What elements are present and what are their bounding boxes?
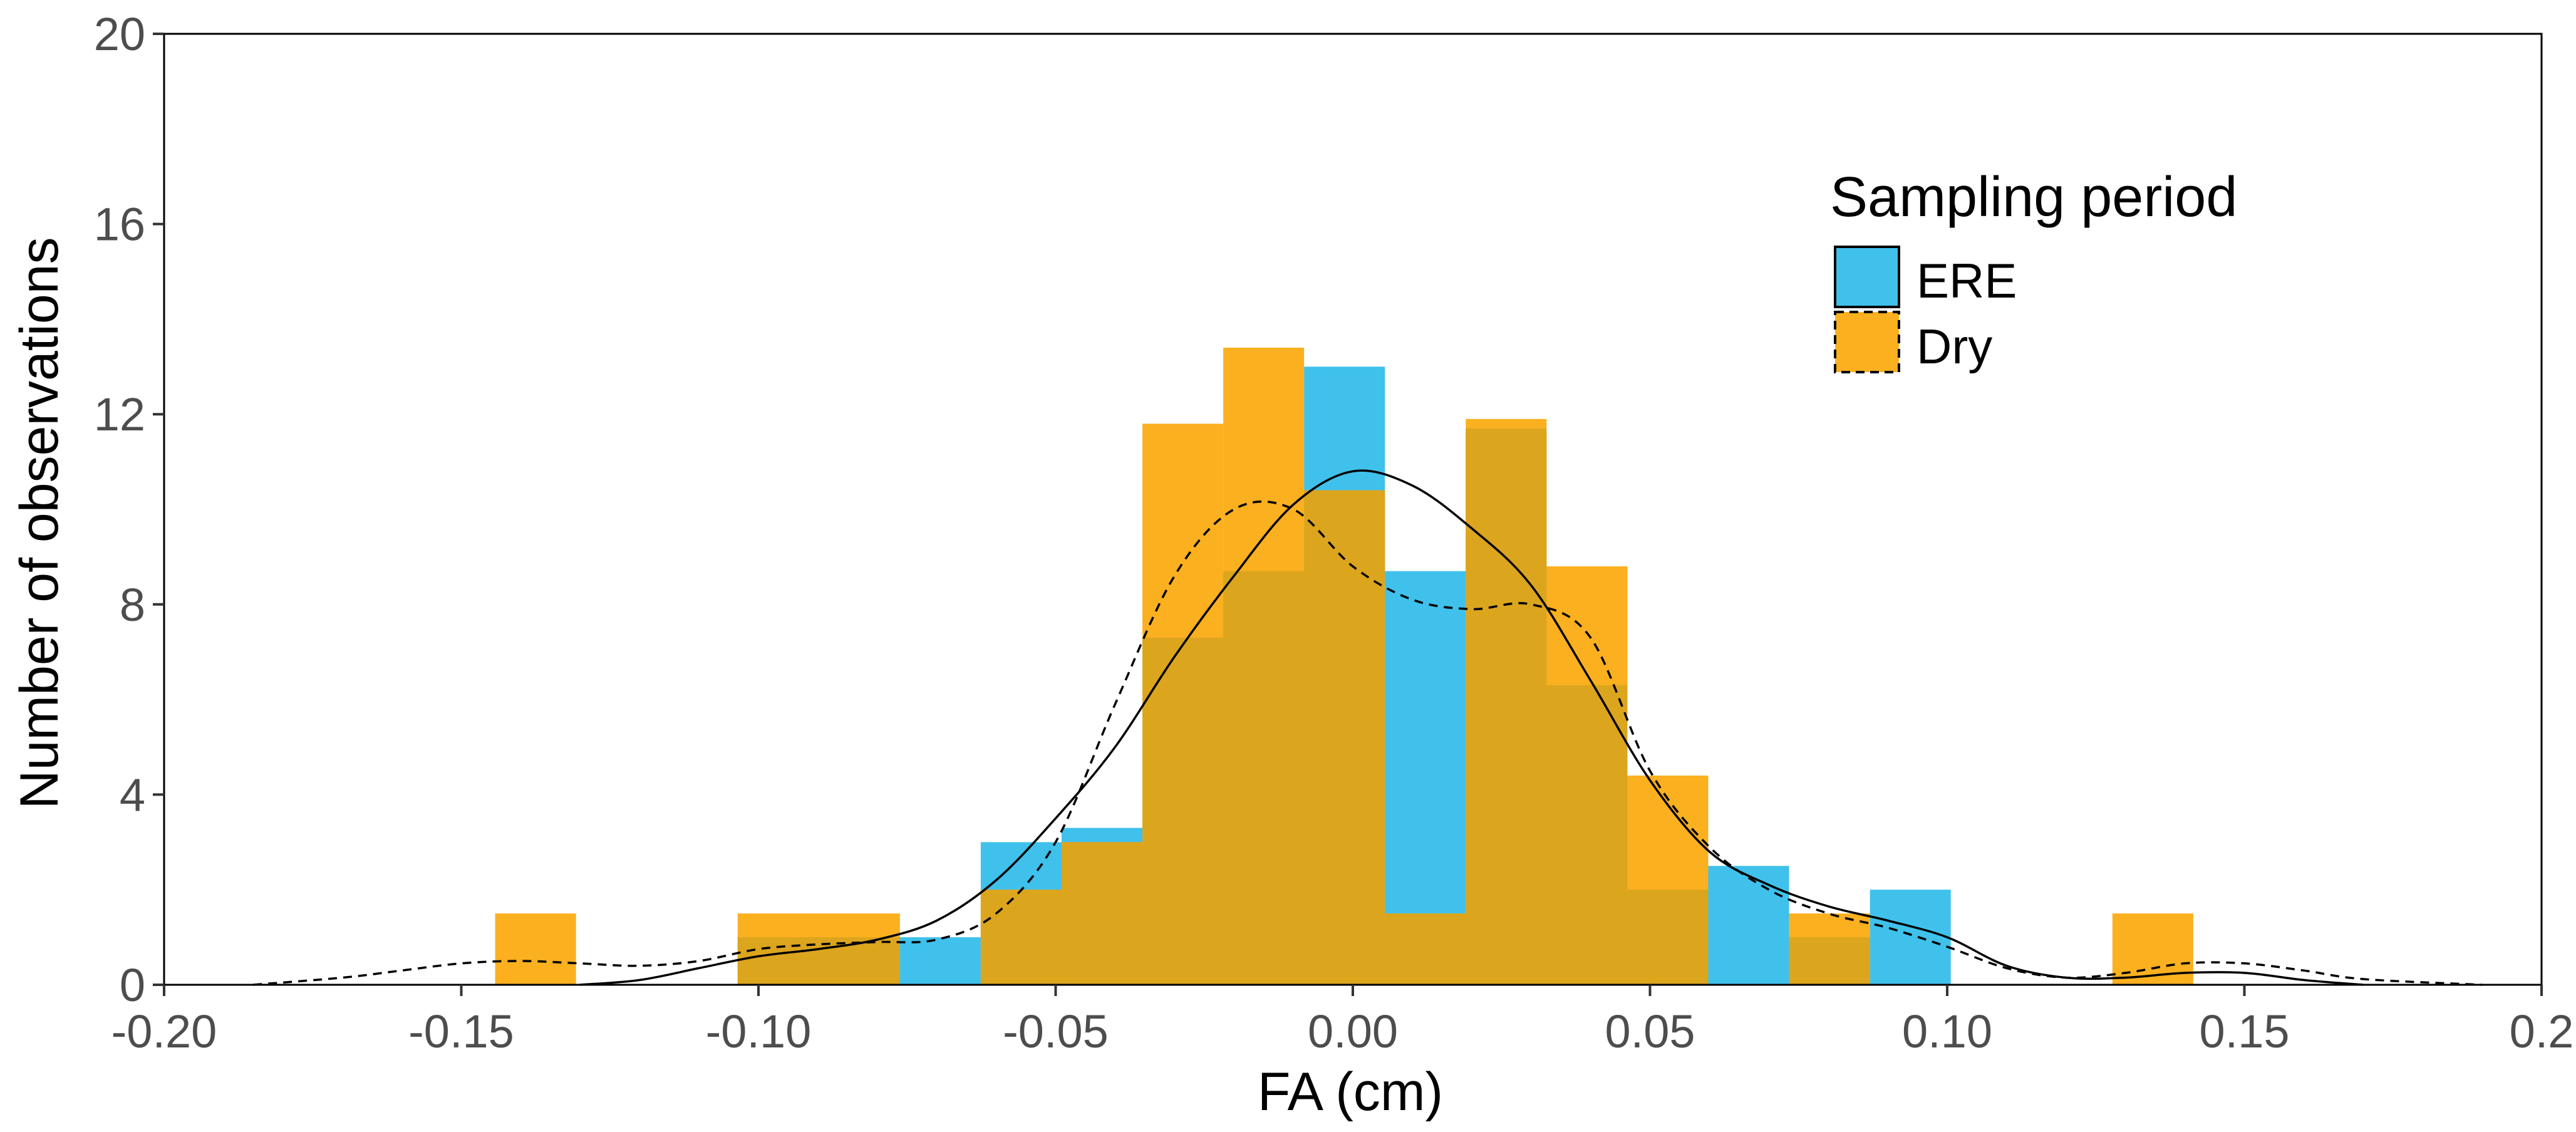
ere-bar [1708,866,1789,985]
y-tick-label: 4 [120,769,145,821]
overlap-bar [1546,685,1628,985]
overlap-bar [1789,937,1870,985]
legend-label-ere: ERE [1916,253,2017,308]
density-curves [253,469,2483,986]
y-tick-label: 20 [94,8,145,60]
overlap-bar [1627,890,1709,985]
overlap-bar [980,890,1062,985]
x-tick-label: 0.10 [1902,1005,1992,1057]
y-tick-label: 12 [94,388,145,440]
y-tick-label: 8 [120,579,145,631]
x-tick-label: 0.00 [1308,1005,1398,1057]
dry-bar [495,913,576,985]
y-tick-label: 0 [120,959,145,1011]
legend-key-ere [1834,246,1900,308]
legend-entry-ere: ERE [1834,246,2017,308]
overlap-bar [1385,913,1466,985]
legend-label-dry: Dry [1916,319,1992,374]
x-axis-label: FA (cm) [1258,1062,1443,1122]
plot-area [163,33,2543,986]
x-tick-label: -0.10 [706,1005,812,1057]
y-tick-label: 16 [94,199,145,251]
x-axis: -0.20 -0.15 -0.10 -0.05 0.00 0.05 0.10 0.15 0.2 [111,985,2574,1057]
x-tick-label: -0.15 [408,1005,514,1057]
y-axis: 0 4 8 12 16 20 [94,8,164,1011]
overlap-bar [1304,490,1385,985]
legend-title: Sampling period [1830,166,2237,229]
x-tick-label: -0.20 [111,1005,217,1057]
x-tick-label: 0.2 [2510,1005,2574,1057]
x-tick-label: 0.05 [1605,1005,1695,1057]
legend-key-dry [1834,311,1900,373]
overlap-bar [1061,842,1143,985]
x-tick-label: 0.15 [2199,1005,2289,1057]
ere-bar [1870,890,1951,985]
overlap-bar [1142,637,1224,985]
legend: Sampling period ERE Dry [1830,166,2237,374]
legend-entry-dry: Dry [1834,311,1992,374]
overlap-bar [1223,571,1305,985]
overlap-bar [1466,428,1547,985]
ere-bar [899,937,981,985]
y-axis-label: Number of observations [9,237,70,809]
overlap-bars [737,428,1870,985]
dry-density-curve [253,500,2483,986]
overlap-bar [737,937,900,985]
x-tick-label: -0.05 [1003,1005,1109,1057]
